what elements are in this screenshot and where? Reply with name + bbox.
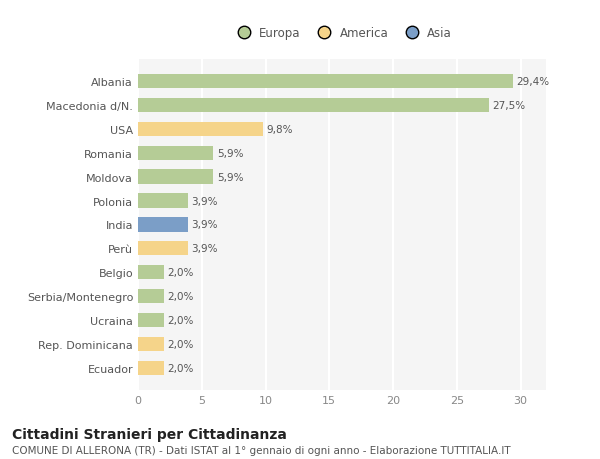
Bar (138, 194, 188, 208)
Text: 9,8%: 9,8% (267, 124, 293, 134)
Bar (138, 146, 213, 161)
Text: Cittadini Stranieri per Cittadinanza: Cittadini Stranieri per Cittadinanza (12, 427, 287, 441)
Text: 3,9%: 3,9% (191, 244, 218, 254)
Bar (138, 337, 163, 351)
Bar (138, 99, 488, 113)
Text: 5,9%: 5,9% (217, 172, 244, 182)
Bar (138, 218, 188, 232)
Text: 3,9%: 3,9% (191, 196, 218, 206)
Bar (138, 75, 513, 89)
Bar (138, 313, 163, 327)
Bar (138, 123, 263, 137)
Bar (138, 289, 163, 303)
Text: 2,0%: 2,0% (167, 363, 194, 373)
Bar (138, 241, 188, 256)
Text: 2,0%: 2,0% (167, 268, 194, 278)
Text: 2,0%: 2,0% (167, 339, 194, 349)
Text: 2,0%: 2,0% (167, 291, 194, 302)
Text: 5,9%: 5,9% (217, 148, 244, 158)
Text: 3,9%: 3,9% (191, 220, 218, 230)
Text: 27,5%: 27,5% (493, 101, 526, 111)
Bar (138, 265, 163, 280)
Text: 29,4%: 29,4% (517, 77, 550, 87)
Text: 2,0%: 2,0% (167, 315, 194, 325)
Text: COMUNE DI ALLERONA (TR) - Dati ISTAT al 1° gennaio di ogni anno - Elaborazione T: COMUNE DI ALLERONA (TR) - Dati ISTAT al … (12, 445, 511, 455)
Legend: Europa, America, Asia: Europa, America, Asia (227, 22, 457, 45)
Bar (138, 170, 213, 185)
Bar (138, 361, 163, 375)
